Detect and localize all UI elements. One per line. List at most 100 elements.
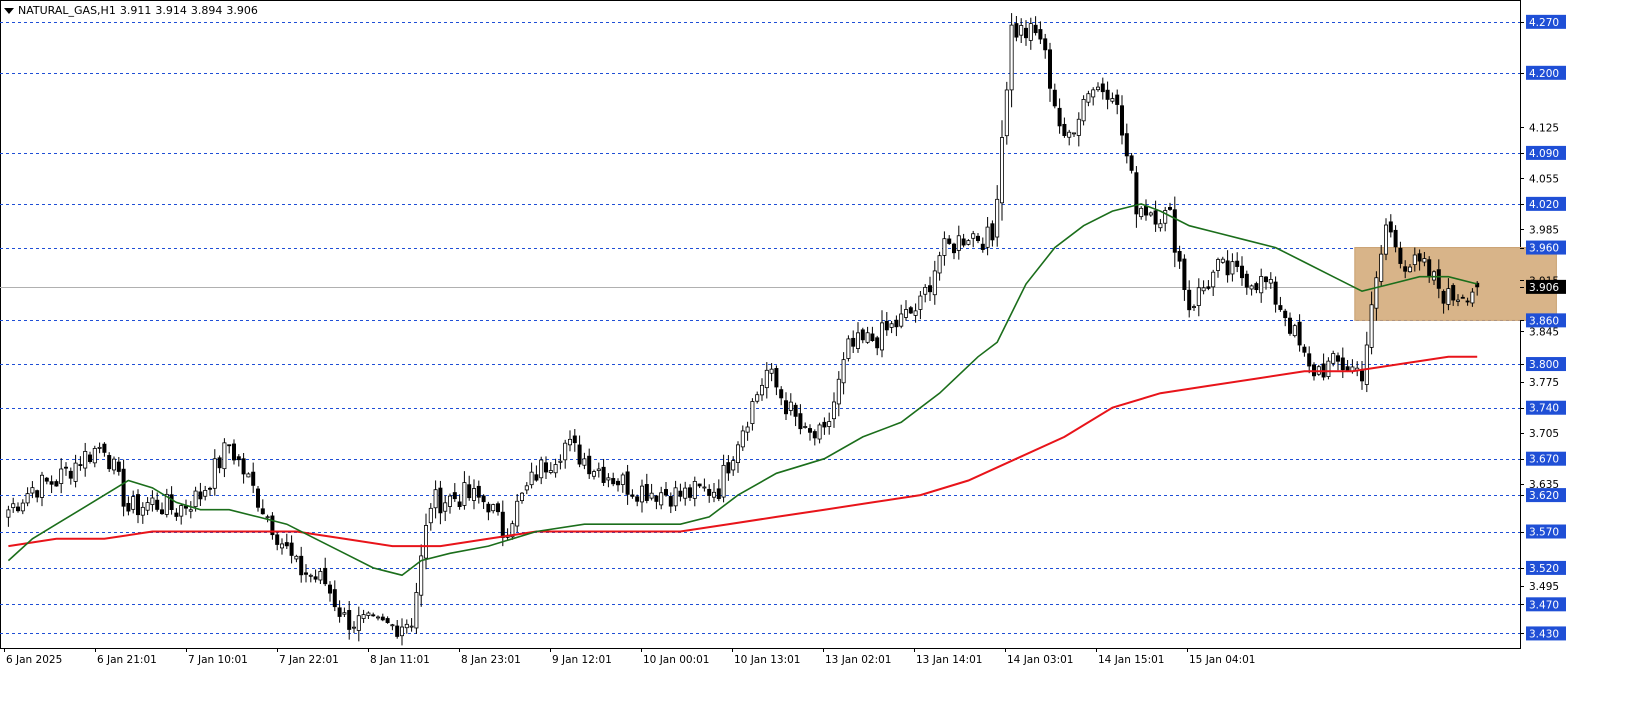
level-tag (1526, 597, 1566, 612)
x-tick-label: 13 Jan 14:01 (916, 654, 982, 666)
candle-body (1168, 207, 1173, 210)
level-tag (1526, 451, 1566, 466)
candle-body (419, 555, 424, 596)
candle-body (697, 483, 702, 487)
candle-body (1139, 207, 1144, 218)
current-price-tag (1526, 279, 1566, 294)
level-tag (1526, 240, 1566, 255)
candle-body (102, 443, 107, 453)
y-tick-label: 4.125 (1529, 122, 1559, 134)
plot-frame (0, 0, 1521, 649)
y-tick-label: 3.775 (1529, 377, 1559, 389)
candle-body (812, 431, 817, 439)
candle-body (510, 523, 515, 538)
candle-body (1403, 266, 1408, 272)
candle-body (544, 462, 549, 473)
candle-body (121, 468, 126, 507)
candle-body (558, 460, 563, 463)
candle-body (227, 444, 232, 447)
candle-body (764, 369, 769, 389)
candle-body (222, 442, 227, 470)
y-tick-label: 3.740 (1529, 403, 1559, 415)
y-tick-label: 3.520 (1529, 563, 1559, 575)
candle-body (803, 426, 808, 428)
candle-body (678, 490, 683, 497)
candle-body (577, 444, 582, 465)
candle-body (140, 506, 145, 516)
candle-body (1412, 254, 1417, 266)
candle-body (649, 492, 654, 499)
candle-body (179, 505, 184, 517)
candle-body (1374, 277, 1379, 309)
candle-body (414, 592, 419, 629)
candle-body (587, 455, 592, 475)
level-tag (1526, 357, 1566, 372)
y-tick-label: 3.985 (1529, 224, 1559, 236)
level-tag (1526, 626, 1566, 641)
x-tick-label: 10 Jan 00:01 (643, 654, 709, 666)
candle-body (279, 543, 284, 549)
candle-body (476, 485, 481, 498)
candle-body (524, 485, 529, 491)
candle-body (399, 626, 404, 637)
candle-body (836, 378, 841, 405)
candle-body (952, 243, 957, 254)
candle-body (1446, 288, 1451, 305)
y-tick-label: 4.270 (1529, 17, 1559, 29)
candle-body (1124, 133, 1129, 157)
candle-body (529, 471, 534, 486)
candle-body (1182, 258, 1187, 290)
candle-body (908, 307, 913, 314)
x-tick-label: 8 Jan 11:01 (370, 654, 430, 666)
level-tag (1526, 14, 1566, 29)
candle-body (452, 492, 457, 500)
candle-body (841, 359, 846, 384)
candle-body (313, 576, 318, 580)
candle-body (1163, 210, 1168, 224)
candle-body (611, 478, 616, 485)
candle-body (712, 491, 717, 498)
candle-body (1393, 229, 1398, 248)
candle-body (236, 456, 241, 461)
candle-body (289, 542, 294, 556)
candle-body (1384, 224, 1389, 255)
candle-body (1052, 89, 1057, 107)
candle-body (769, 368, 774, 374)
candle-body (59, 468, 64, 484)
candle-body (1028, 23, 1033, 41)
candle-body (88, 454, 93, 462)
candle-body (135, 494, 140, 516)
candle-body (203, 490, 208, 497)
candle-body (54, 481, 59, 487)
candle-body (1004, 89, 1009, 137)
candle-body (260, 508, 265, 515)
candle-body (894, 319, 899, 328)
y-tick-label: 3.860 (1529, 315, 1559, 327)
candle-body (303, 572, 308, 575)
level-tag (1526, 313, 1566, 328)
x-tick-label: 14 Jan 15:01 (1098, 654, 1164, 666)
candle-body (755, 394, 760, 402)
candle-body (1057, 107, 1062, 127)
candle-body (750, 401, 755, 425)
candle-body (481, 495, 486, 503)
candle-body (500, 511, 505, 538)
candle-body (126, 502, 131, 512)
candle-body (107, 455, 112, 470)
dropdown-triangle-icon[interactable] (4, 7, 14, 14)
candle-body (68, 470, 73, 479)
candle-body (942, 238, 947, 256)
candle-body (870, 333, 875, 342)
candle-body (1364, 344, 1369, 385)
candle-body (937, 255, 942, 274)
candle-body (774, 368, 779, 388)
candle-body (1038, 29, 1043, 40)
candle-body (1254, 283, 1259, 291)
candle-body (1331, 353, 1336, 364)
candle-body (1076, 118, 1081, 136)
candle-body (865, 332, 870, 343)
chart-header[interactable]: NATURAL_GAS,H1 3.911 3.914 3.894 3.906 (4, 4, 258, 17)
candle-body (1427, 259, 1432, 277)
